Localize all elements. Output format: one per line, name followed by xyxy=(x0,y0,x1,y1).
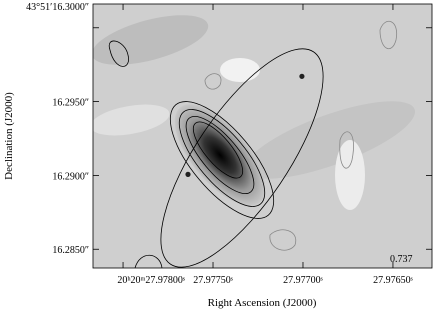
marker xyxy=(299,73,305,79)
x-tick-label: 27.97750ˢ xyxy=(193,275,233,286)
plot-frame xyxy=(92,3,433,269)
marker xyxy=(185,171,191,177)
y-tick-label: 16.2850″ xyxy=(52,245,89,256)
x-axis-label: Right Ascension (J2000) xyxy=(208,297,317,309)
y-tick-label: 16.2900″ xyxy=(52,171,89,182)
y-axis-label: Declination (J2000) xyxy=(3,92,15,180)
sky-image xyxy=(93,4,432,268)
x-tick-label: 27.97650ˢ xyxy=(373,275,413,286)
x-tick-label: 27.97700ˢ xyxy=(283,275,323,286)
y-tick-label: 43°51′16.3000″ xyxy=(26,2,89,13)
x-tick-label: 20ʰ20ᵐ27.97800ˢ xyxy=(117,275,185,286)
y-tick-label: 16.2950″ xyxy=(52,98,89,109)
annotation: 0.737 xyxy=(390,254,413,265)
